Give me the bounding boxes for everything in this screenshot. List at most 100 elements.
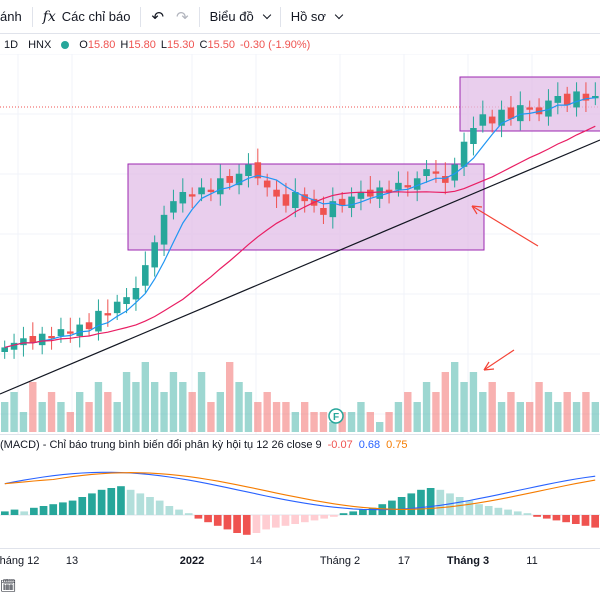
macd-histogram-bar	[194, 515, 203, 519]
profile-button[interactable]: Hồ sơ	[285, 0, 348, 34]
macd-histogram-bar	[20, 511, 29, 515]
macd-histogram-bar	[155, 500, 164, 515]
candle-body	[188, 194, 196, 197]
macd-histogram-bar	[78, 497, 87, 515]
trendline-drawings[interactable]: F	[0, 139, 600, 424]
candle-body	[451, 164, 458, 181]
macd-histogram-bar	[349, 511, 358, 515]
macd-histogram-bar	[417, 489, 425, 515]
volume-bar	[385, 412, 393, 432]
volume-bar	[160, 392, 168, 432]
chevron-down-icon	[334, 10, 344, 19]
undo-button[interactable]: ↶	[145, 0, 170, 34]
volume-bar	[413, 402, 421, 432]
time-axis[interactable]: tháng 12 13 2022 14 Tháng 2 17 Tháng 3 1…	[0, 548, 600, 572]
candle-body	[113, 301, 121, 314]
macd-lines	[4, 471, 596, 511]
macd-line	[4, 471, 596, 511]
indicators-label: Các chỉ báo	[61, 9, 131, 24]
volume-bar	[216, 392, 224, 432]
volume-bar	[282, 402, 290, 432]
volume-bar	[94, 382, 103, 432]
signal-line-value: 0.75	[386, 439, 408, 451]
macd-chart[interactable]	[0, 453, 600, 548]
candle-body	[292, 192, 299, 208]
candle-body	[151, 242, 158, 268]
volume-bar	[497, 402, 506, 432]
volume-bar	[526, 402, 534, 432]
macd-histogram-bar	[513, 511, 522, 515]
candle-body	[554, 96, 562, 103]
volume-bar	[169, 372, 178, 432]
symbol-legend: 1D HNX O 15.80 H 15.80 L 15.30 C 15.50 -…	[0, 36, 315, 54]
candle-body	[226, 176, 233, 183]
volume-bar	[38, 402, 46, 432]
volume-bar	[226, 362, 234, 432]
divider	[279, 6, 281, 27]
macd-histogram-bar	[281, 515, 290, 526]
macd-histogram-bar	[368, 507, 377, 515]
price-chart[interactable]: F	[0, 54, 600, 434]
candle-body	[142, 265, 149, 286]
candle-body	[357, 192, 365, 199]
candle-body	[573, 91, 580, 108]
calendar-icon[interactable]: 🗓	[0, 578, 17, 593]
market-status-icon	[61, 41, 70, 49]
volume-bar	[207, 402, 215, 432]
volume-bar	[310, 412, 318, 432]
candle-body	[535, 107, 543, 115]
macd-histogram-bar	[165, 506, 174, 515]
volume-bar	[188, 392, 196, 432]
chart-type-button[interactable]: Biểu đồ	[204, 0, 276, 34]
close-value: 15.50	[207, 39, 236, 51]
ma-fast-line	[4, 97, 596, 348]
time-label: 17	[397, 555, 411, 567]
macd-histogram-bar	[271, 515, 280, 528]
candle-body	[563, 93, 571, 106]
candle-body	[282, 194, 290, 206]
macd-histogram-bar	[59, 502, 67, 515]
volume-bar	[76, 392, 84, 432]
exchange-label[interactable]: HNX	[28, 39, 52, 51]
candle-body	[320, 208, 327, 215]
macd-histogram-bar	[146, 497, 154, 515]
macd-line-value: 0.68	[358, 439, 381, 451]
arrow-head	[483, 361, 495, 371]
macd-histogram-bar	[291, 515, 299, 524]
pane-divider[interactable]	[0, 434, 600, 435]
candle-body	[10, 342, 18, 350]
macd-histogram-bar	[484, 506, 493, 515]
macd-histogram-bar	[320, 515, 329, 519]
change-value: -0.30 (-1.90%)	[240, 39, 311, 51]
macd-histogram-bar	[126, 489, 135, 515]
volume-bar	[460, 382, 468, 432]
candlesticks	[1, 82, 599, 359]
redo-button[interactable]: ↷	[170, 0, 195, 34]
macd-legend: (MACD) - Chỉ báo trung bình biến đổi phâ…	[0, 437, 408, 453]
candle-body	[507, 107, 515, 119]
candle-body	[198, 187, 205, 195]
arrow-head	[471, 205, 483, 215]
consolidation-box	[127, 163, 485, 251]
time-label: Tháng 3	[446, 555, 490, 567]
volume-bars	[1, 362, 599, 432]
volume-bar	[291, 412, 299, 432]
candle-body	[526, 107, 533, 110]
macd-histogram-bar	[204, 515, 212, 523]
macd-histogram-bar	[242, 515, 251, 535]
macd-histogram-bar	[475, 504, 483, 515]
candle-body	[67, 331, 74, 334]
candle-body	[160, 214, 168, 245]
macd-histogram	[0, 486, 600, 535]
volume-bar	[357, 402, 365, 432]
compare-button[interactable]: ánh	[0, 0, 28, 34]
candle-body	[170, 201, 177, 213]
arrow-shaft	[471, 205, 539, 247]
indicators-button[interactable]: fx Các chỉ báo	[37, 0, 137, 34]
interval-label[interactable]: 1D	[4, 39, 19, 51]
macd-histogram-bar	[30, 507, 38, 515]
candle-body	[498, 109, 505, 126]
candle-body	[376, 187, 383, 199]
candle-body	[263, 180, 271, 188]
macd-histogram-bar	[339, 513, 348, 515]
